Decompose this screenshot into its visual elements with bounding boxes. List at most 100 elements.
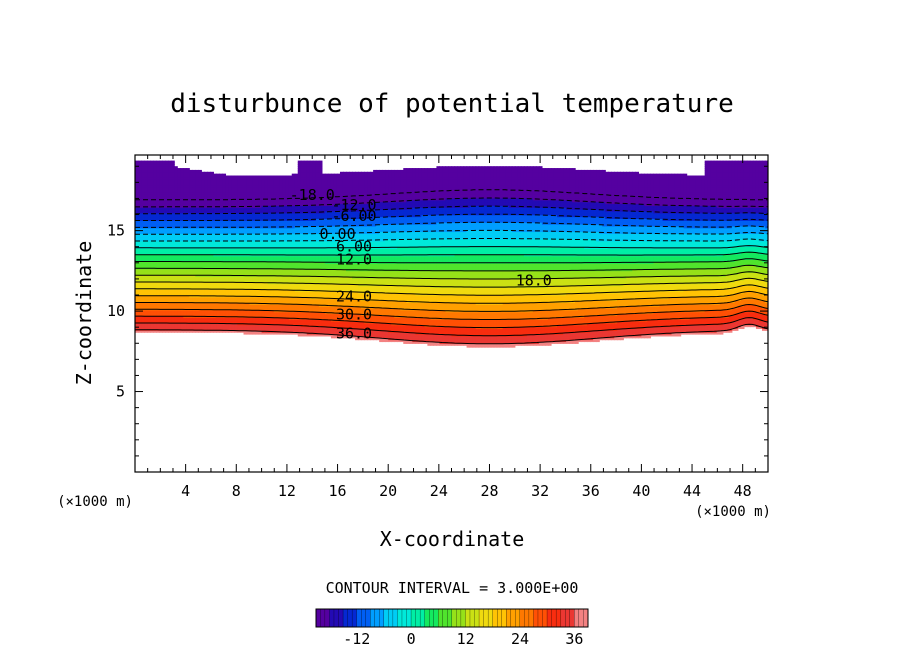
contour-cell: [201, 220, 205, 223]
contour-cell: [201, 272, 205, 275]
contour-cell: [195, 324, 199, 328]
contour-cell: [189, 304, 193, 307]
contour-cell: [201, 237, 205, 240]
contour-cell: [156, 160, 160, 164]
contour-cell: [144, 197, 148, 201]
contour-cell: [192, 209, 196, 212]
contour-cell: [279, 255, 284, 259]
contour-cell: [198, 324, 202, 328]
contour-cell: [276, 257, 281, 261]
contour-cell: [297, 272, 302, 275]
contour-cell: [159, 292, 163, 296]
contour-cell: [228, 223, 233, 227]
contour-cell: [192, 291, 196, 294]
contour-cell: [195, 223, 199, 227]
contour-cell: [228, 320, 233, 324]
contour-cell: [294, 177, 299, 180]
contour-cell: [165, 169, 169, 173]
contour-cell: [261, 261, 266, 264]
contour-cell: [249, 251, 254, 255]
contour-cell: [183, 237, 187, 240]
contour-cell: [288, 181, 293, 184]
contour-cell: [273, 304, 278, 307]
contour-cell: [255, 220, 260, 223]
contour-cell: [291, 320, 296, 324]
contour-cell: [234, 268, 239, 272]
contour-cell: [201, 278, 205, 281]
contour-cell: [183, 296, 187, 300]
contour-cell: [159, 164, 163, 167]
contour-cell: [303, 291, 308, 294]
contour-cell: [288, 205, 293, 208]
contour-cell: [243, 251, 248, 255]
contour-cell: [216, 194, 220, 197]
contour-cell: [282, 328, 287, 331]
contour-cell: [231, 177, 236, 180]
contour-cell: [156, 319, 160, 322]
contour-cell: [222, 218, 227, 221]
contour-cell: [270, 199, 275, 203]
contour-cell: [267, 313, 272, 316]
contour-cell: [273, 311, 278, 315]
contour-cell: [198, 279, 202, 283]
contour-cell: [246, 289, 251, 292]
contour-cell: [177, 298, 181, 302]
contour-cell: [276, 292, 281, 296]
contour-cell: [261, 196, 266, 199]
contour-cell: [150, 300, 154, 303]
contour-cell: [174, 265, 178, 268]
contour-cell: [225, 320, 230, 324]
contour-cell: [153, 194, 157, 197]
contour-cell: [171, 203, 175, 206]
contour-cell: [213, 257, 217, 261]
contour-cell: [156, 223, 160, 227]
contour-cell: [237, 255, 242, 259]
contour-cell: [174, 209, 178, 212]
contour-cell: [147, 257, 151, 261]
contour-cell: [237, 244, 242, 247]
contour-cell: [297, 302, 302, 305]
contour-cell: [210, 259, 214, 262]
contour-cell: [144, 291, 148, 294]
contour-cell: [243, 242, 248, 246]
contour-cell: [264, 320, 269, 324]
contour-cell: [267, 250, 272, 253]
contour-cell: [174, 298, 178, 302]
contour-cell: [150, 166, 154, 169]
contour-cell: [138, 326, 142, 330]
contour-cell: [258, 248, 263, 251]
contour-cell: [219, 218, 224, 221]
contour-cell: [258, 278, 263, 281]
contour-cell: [174, 283, 178, 287]
contour-cell: [252, 209, 257, 212]
contour-cell: [162, 326, 166, 330]
contour-cell: [138, 223, 142, 227]
contour-cell: [222, 179, 227, 182]
contour-cell: [216, 283, 220, 287]
contour-cell: [279, 306, 284, 309]
contour-cell: [159, 330, 163, 333]
contour-cell: [234, 300, 239, 303]
contour-cell: [264, 181, 269, 184]
contour-cell: [153, 227, 157, 231]
contour-cell: [201, 199, 205, 203]
contour-cell: [168, 160, 172, 164]
contour-cell: [180, 220, 184, 223]
contour-cell: [225, 289, 230, 292]
contour-cell: [162, 192, 166, 195]
contour-cell: [243, 330, 248, 333]
contour-cell: [186, 216, 190, 219]
contour-cell: [288, 242, 293, 246]
contour-cell: [243, 283, 248, 287]
contour-cell: [291, 283, 296, 287]
contour-cell: [168, 330, 172, 333]
contour-cell: [282, 235, 287, 238]
contour-cell: [249, 212, 254, 216]
contour-cell: [270, 190, 275, 193]
contour-cell: [267, 320, 272, 324]
contour-cell: [219, 216, 224, 219]
contour-cell: [252, 319, 257, 322]
contour-cell: [297, 244, 302, 247]
contour-cell: [147, 268, 151, 272]
contour-cell: [297, 248, 302, 251]
